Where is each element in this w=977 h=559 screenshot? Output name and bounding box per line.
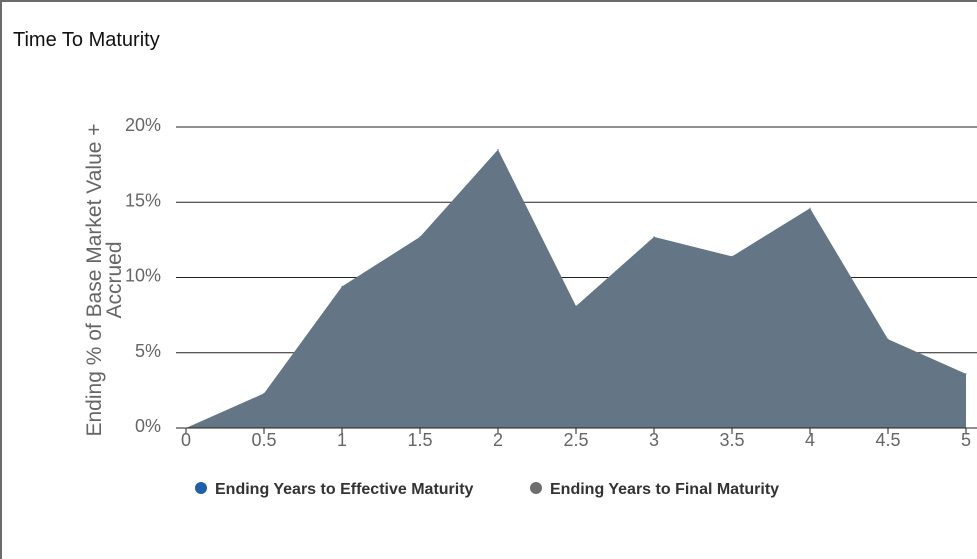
- legend-item[interactable]: Ending Years to Effective Maturity: [195, 481, 474, 498]
- data-point: [887, 338, 889, 340]
- data-point: [575, 305, 577, 307]
- legend-marker: [530, 482, 542, 494]
- legend: Ending Years to Effective Maturity Ending…: [195, 481, 779, 498]
- x-tick-label: 3: [649, 430, 659, 450]
- data-point: [731, 255, 733, 258]
- x-tick-label: 0: [181, 430, 191, 450]
- x-axis: 0 0.5 1 1.5 2 2.5 3 3.5 4 4.5 5: [181, 427, 971, 450]
- x-tick-label: 3.5: [719, 430, 744, 450]
- data-point: [809, 207, 811, 209]
- data-point: [341, 285, 343, 288]
- x-tick-label: 2.5: [563, 430, 588, 450]
- x-tick-label: 2: [493, 430, 503, 450]
- y-axis: 0% 5% 10% 15% 20%Ending % of Base Market Val…: [83, 115, 161, 437]
- chart-title: Time To Maturity: [13, 29, 160, 51]
- x-tick-label: 4.5: [875, 430, 900, 450]
- data-point: [653, 236, 655, 238]
- x-tick-label: 1: [337, 430, 347, 450]
- data-point: [419, 236, 421, 238]
- data-point: [263, 392, 265, 394]
- area-series: [186, 149, 966, 428]
- legend-marker: [195, 482, 207, 494]
- y-tick-label: 0%: [135, 416, 161, 436]
- data-point: [497, 148, 499, 151]
- x-tick-label: 1.5: [407, 430, 432, 450]
- x-tick-label: 0.5: [251, 430, 276, 450]
- y-tick-label: 5%: [135, 341, 161, 361]
- y-axis-title: Ending % of Base Market Value +Accrued: [83, 123, 126, 436]
- legend-item[interactable]: Ending Years to Final Maturity: [530, 481, 779, 498]
- y-tick-label: 20%: [125, 115, 161, 135]
- legend-label: Ending Years to Effective Maturity: [215, 481, 474, 498]
- legend-label: Ending Years to Final Maturity: [550, 481, 779, 498]
- y-tick-label: 10%: [125, 266, 161, 286]
- x-tick-label: 4: [805, 430, 815, 450]
- data-point: [965, 373, 967, 375]
- plot-area: [185, 148, 967, 429]
- x-tick-label: 5: [961, 430, 971, 450]
- y-tick-label: 15%: [125, 190, 161, 210]
